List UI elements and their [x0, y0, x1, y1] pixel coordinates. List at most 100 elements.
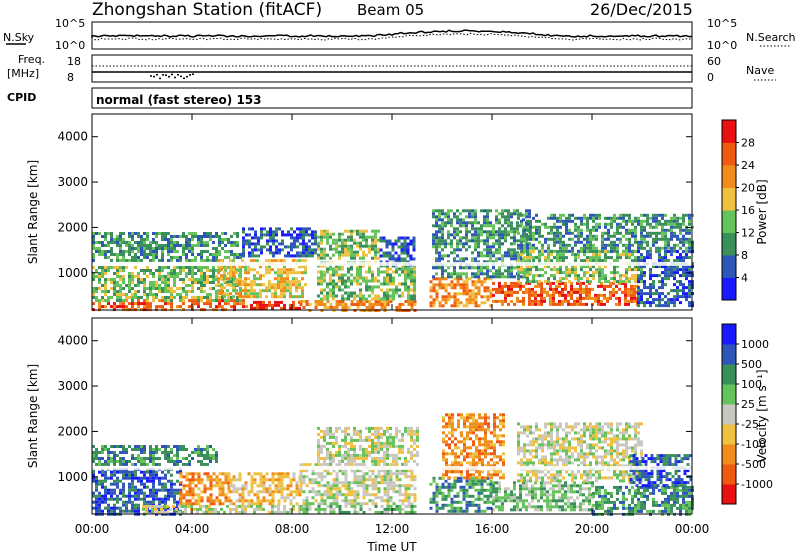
heatmap-cell — [595, 216, 598, 220]
heatmap-cell — [395, 267, 398, 271]
heatmap-cell — [143, 451, 146, 454]
heatmap-cell — [685, 295, 688, 299]
heatmap-cell — [474, 245, 477, 249]
heatmap-cell — [435, 260, 438, 264]
heatmap-cell — [350, 238, 353, 242]
heatmap-cell — [137, 302, 140, 306]
heatmap-cell — [302, 248, 305, 252]
heatmap-cell — [116, 272, 119, 275]
heatmap-cell — [140, 488, 143, 492]
heatmap-cell — [179, 470, 182, 474]
heatmap-cell — [113, 272, 116, 275]
heatmap-cell — [161, 500, 164, 504]
heatmap-cell — [229, 478, 233, 482]
heatmap-cell — [338, 279, 341, 283]
heatmap-cell — [456, 209, 459, 213]
heatmap-cell — [585, 302, 588, 306]
heatmap-cell — [615, 284, 618, 288]
heatmap-cell — [164, 296, 167, 299]
heatmap-cell — [236, 232, 239, 235]
heatmap-cell — [341, 279, 344, 283]
heatmap-cell — [188, 481, 192, 485]
heatmap-cell — [116, 238, 119, 241]
heatmap-cell — [341, 300, 345, 303]
heatmap-cell — [619, 277, 622, 281]
heatmap-cell — [344, 229, 347, 233]
heatmap-cell — [119, 235, 122, 238]
heatmap-cell — [489, 269, 492, 273]
heatmap-cell — [377, 250, 380, 254]
heatmap-cell — [510, 242, 513, 246]
heatmap-cell — [350, 487, 354, 491]
heatmap-cell — [540, 287, 543, 291]
heatmap-cell — [209, 275, 212, 278]
heatmap-cell — [119, 296, 122, 299]
heatmap-cell — [262, 487, 266, 491]
heatmap-cell — [206, 499, 210, 503]
heatmap-cell — [646, 243, 649, 247]
heatmap-cell — [223, 286, 226, 290]
heatmap-cell — [140, 247, 143, 250]
heatmap-cell — [622, 225, 625, 229]
heatmap-cell — [98, 299, 101, 302]
heatmap-cell — [350, 229, 353, 233]
heatmap-cell — [495, 218, 498, 222]
heatmap-cell — [119, 506, 122, 510]
heatmap-cell — [410, 493, 414, 497]
heatmap-cell — [664, 277, 667, 281]
heatmap-cell — [619, 240, 622, 244]
heatmap-cell — [209, 484, 213, 488]
heatmap-cell — [640, 289, 643, 293]
heatmap-cell — [615, 296, 618, 300]
heatmap-cell — [104, 470, 107, 474]
heatmap-cell — [221, 484, 225, 488]
y-tick-label: 3000 — [57, 175, 88, 189]
heatmap-cell — [107, 488, 110, 492]
heatmap-cell — [535, 231, 538, 235]
heatmap-cell — [161, 275, 164, 278]
heatmap-cell — [154, 510, 157, 514]
heatmap-cell — [326, 238, 329, 242]
heatmap-cell — [362, 297, 365, 301]
heatmap-cell — [555, 290, 558, 294]
heatmap-cell — [218, 269, 221, 272]
heatmap-cell — [323, 270, 326, 274]
heatmap-cell — [98, 232, 101, 235]
heatmap-cell — [253, 283, 256, 287]
heatmap-cell — [616, 231, 619, 235]
heatmap-cell — [122, 448, 125, 451]
heatmap-cell — [251, 242, 254, 246]
heatmap-cell — [289, 295, 292, 299]
heatmap-cell — [371, 285, 374, 289]
heatmap-cell — [215, 275, 218, 278]
heatmap-cell — [101, 266, 104, 269]
heatmap-cell — [173, 500, 176, 504]
heatmap-cell — [239, 302, 242, 306]
heatmap-cell — [95, 290, 98, 293]
heatmap-cell — [646, 240, 649, 244]
heatmap-cell — [640, 271, 643, 275]
heatmap-cell — [471, 233, 474, 237]
heatmap-cell — [113, 460, 116, 463]
heatmap-cell — [209, 232, 212, 235]
heatmap-cell — [188, 463, 191, 466]
heatmap-cell — [522, 302, 525, 306]
heatmap-cell — [200, 235, 203, 238]
heatmap-cell — [161, 299, 164, 303]
heatmap-cell — [535, 228, 538, 232]
heatmap-cell — [311, 230, 314, 234]
heatmap-cell — [435, 215, 438, 219]
heatmap-cell — [152, 448, 155, 451]
heatmap-cell — [197, 299, 200, 302]
heatmap-cell — [128, 460, 131, 463]
heatmap-cell — [495, 221, 498, 225]
heatmap-cell — [489, 233, 492, 237]
heatmap-cell — [365, 279, 368, 283]
heatmap-cell — [214, 507, 217, 511]
heatmap-cell — [137, 457, 140, 460]
heatmap-cell — [326, 487, 330, 491]
heatmap-cell — [233, 302, 236, 306]
heatmap-cell — [495, 209, 498, 213]
heatmap-cell — [362, 235, 365, 239]
heatmap-cell — [459, 218, 462, 222]
